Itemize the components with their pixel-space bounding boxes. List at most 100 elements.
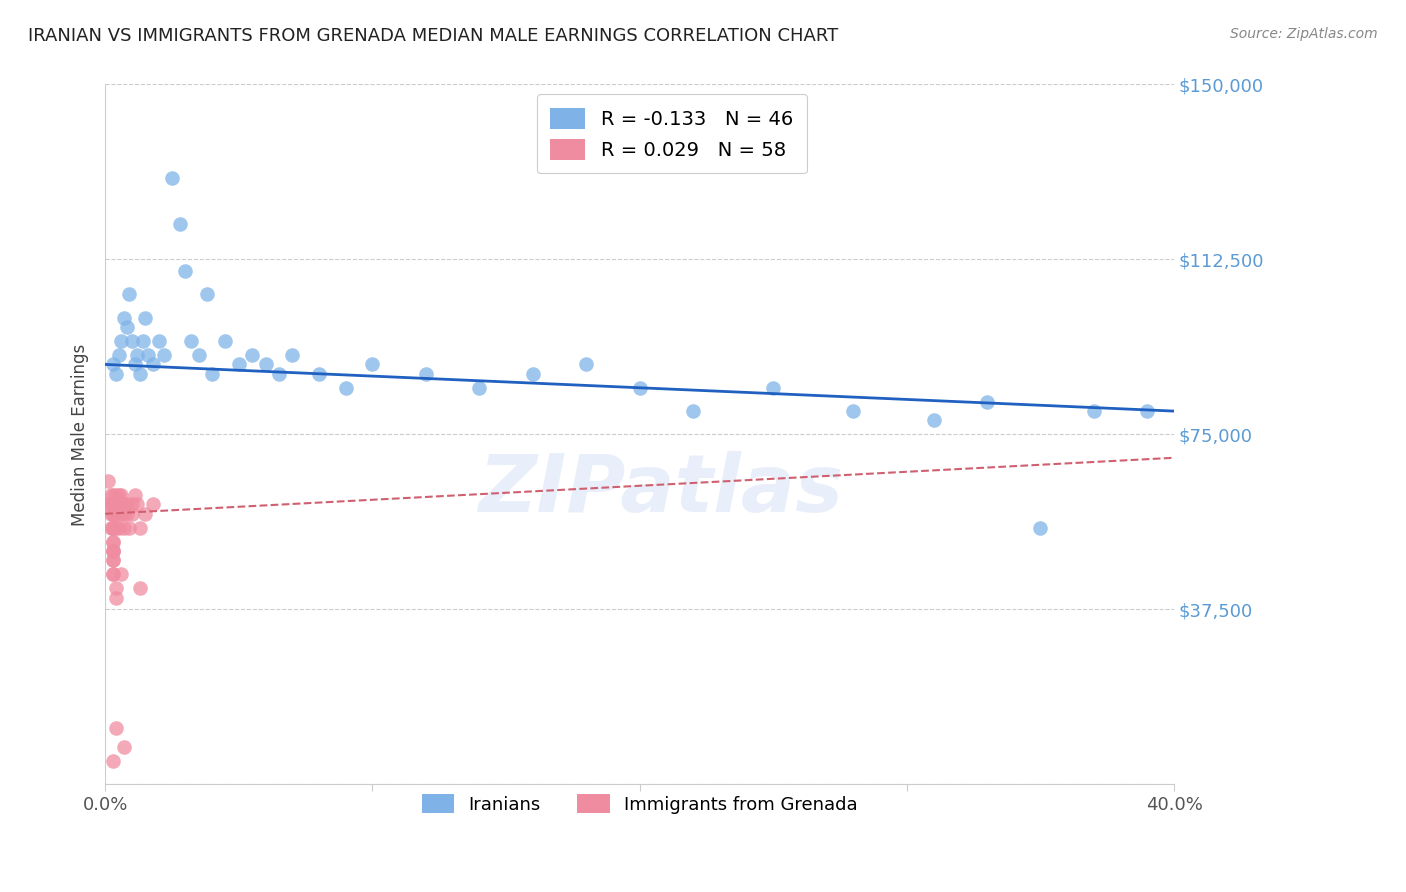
Point: [103, 521, 125, 535]
Point: [115, 507, 138, 521]
Point: [100, 507, 122, 521]
Point: [104, 507, 127, 521]
Point: [129, 521, 152, 535]
Point: [104, 591, 127, 605]
Point: [103, 567, 125, 582]
Point: [107, 498, 129, 512]
Point: [522, 367, 544, 381]
Point: [281, 348, 304, 362]
Point: [160, 170, 183, 185]
Point: [97, 474, 120, 488]
Y-axis label: Median Male Earnings: Median Male Earnings: [72, 343, 89, 525]
Point: [187, 348, 209, 362]
Point: [136, 348, 159, 362]
Point: [174, 264, 197, 278]
Point: [240, 348, 263, 362]
Point: [124, 488, 146, 502]
Point: [148, 334, 170, 348]
Point: [228, 358, 250, 372]
Point: [104, 582, 127, 596]
Point: [142, 358, 165, 372]
Text: Source: ZipAtlas.com: Source: ZipAtlas.com: [1230, 27, 1378, 41]
Point: [104, 521, 127, 535]
Point: [110, 498, 132, 512]
Point: [134, 507, 156, 521]
Point: [104, 488, 127, 502]
Point: [112, 740, 135, 755]
Point: [180, 334, 202, 348]
Point: [107, 507, 129, 521]
Point: [97, 498, 120, 512]
Point: [118, 287, 141, 301]
Point: [121, 498, 143, 512]
Legend: Iranians, Immigrants from Grenada: Iranians, Immigrants from Grenada: [411, 783, 869, 824]
Point: [103, 521, 125, 535]
Point: [103, 544, 125, 558]
Point: [104, 498, 127, 512]
Point: [121, 507, 143, 521]
Point: [118, 521, 141, 535]
Point: [103, 358, 125, 372]
Point: [107, 348, 129, 362]
Point: [214, 334, 236, 348]
Point: [103, 498, 125, 512]
Point: [103, 498, 125, 512]
Point: [103, 754, 125, 768]
Point: [104, 498, 127, 512]
Point: [335, 381, 357, 395]
Point: [134, 310, 156, 325]
Point: [103, 498, 125, 512]
Point: [103, 507, 125, 521]
Point: [308, 367, 330, 381]
Point: [127, 348, 149, 362]
Point: [267, 367, 290, 381]
Point: [104, 367, 127, 381]
Point: [103, 521, 125, 535]
Point: [1136, 404, 1159, 418]
Point: [129, 367, 152, 381]
Point: [976, 394, 998, 409]
Point: [112, 521, 135, 535]
Point: [115, 498, 138, 512]
Point: [142, 498, 165, 512]
Point: [169, 218, 191, 232]
Point: [115, 320, 138, 334]
Point: [682, 404, 704, 418]
Point: [104, 722, 127, 736]
Text: IRANIAN VS IMMIGRANTS FROM GRENADA MEDIAN MALE EARNINGS CORRELATION CHART: IRANIAN VS IMMIGRANTS FROM GRENADA MEDIA…: [28, 27, 838, 45]
Point: [107, 521, 129, 535]
Point: [1029, 521, 1052, 535]
Point: [103, 553, 125, 567]
Point: [361, 358, 384, 372]
Point: [153, 348, 176, 362]
Point: [468, 381, 491, 395]
Point: [100, 498, 122, 512]
Point: [103, 544, 125, 558]
Point: [110, 507, 132, 521]
Text: ZIPatlas: ZIPatlas: [478, 451, 844, 530]
Point: [103, 534, 125, 549]
Point: [628, 381, 651, 395]
Point: [103, 544, 125, 558]
Point: [103, 534, 125, 549]
Point: [103, 567, 125, 582]
Point: [103, 507, 125, 521]
Point: [842, 404, 865, 418]
Point: [415, 367, 437, 381]
Point: [110, 488, 132, 502]
Point: [124, 358, 146, 372]
Point: [112, 498, 135, 512]
Point: [107, 488, 129, 502]
Point: [103, 521, 125, 535]
Point: [762, 381, 785, 395]
Point: [201, 367, 224, 381]
Point: [103, 521, 125, 535]
Point: [103, 507, 125, 521]
Point: [195, 287, 218, 301]
Point: [100, 488, 122, 502]
Point: [110, 334, 132, 348]
Point: [1083, 404, 1105, 418]
Point: [127, 498, 149, 512]
Point: [107, 498, 129, 512]
Point: [100, 521, 122, 535]
